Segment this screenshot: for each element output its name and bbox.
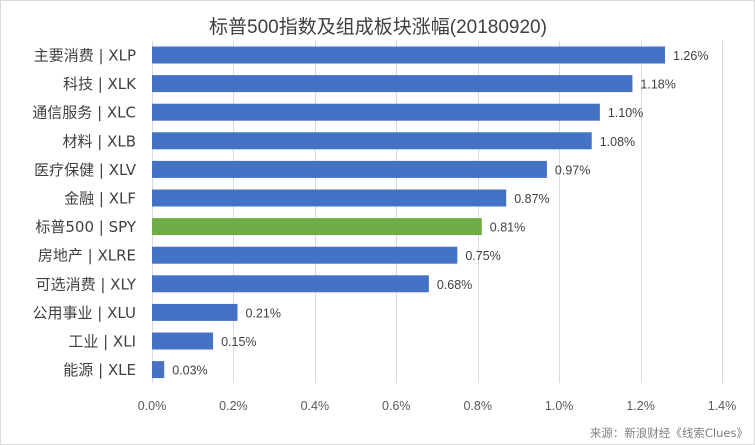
category-label-4: 医疗保健 | XLV bbox=[34, 161, 137, 179]
x-axis-ticks: 0.0% 0.2% 0.4% 0.6% 0.8% 1.0% 1.2% 1.4% bbox=[138, 399, 737, 413]
category-label-6: 标普500 | SPY bbox=[35, 218, 136, 236]
x-tick-label-4: 0.8% bbox=[463, 399, 492, 413]
gridlines bbox=[152, 41, 723, 383]
bar-8 bbox=[152, 275, 429, 293]
x-tick-label-2: 0.4% bbox=[301, 399, 330, 413]
bar-7 bbox=[152, 246, 458, 264]
bar-9 bbox=[152, 303, 238, 321]
x-tick-label-6: 1.2% bbox=[626, 399, 655, 413]
category-label-5: 金融 | XLF bbox=[64, 190, 136, 208]
value-label-7: 0.75% bbox=[465, 249, 500, 263]
bar-0 bbox=[152, 46, 665, 64]
bar-4 bbox=[152, 160, 547, 178]
category-label-2: 通信服务 | XLC bbox=[32, 104, 136, 122]
category-label-8: 可选消费 | XLY bbox=[36, 275, 137, 293]
value-label-6: 0.81% bbox=[490, 221, 525, 235]
x-tick-label-0: 0.0% bbox=[138, 399, 167, 413]
value-label-0: 1.26% bbox=[673, 49, 708, 63]
category-labels: 主要消费 | XLP 科技 | XLK 通信服务 | XLC 材料 | XLB 医疗保健… bbox=[32, 47, 137, 380]
value-label-2: 1.10% bbox=[608, 106, 643, 120]
x-tick-label-7: 1.4% bbox=[708, 399, 737, 413]
category-label-0: 主要消费 | XLP bbox=[34, 47, 136, 65]
source-note: 来源：新浪财经《线索Clues》 bbox=[590, 426, 748, 440]
value-label-11: 0.03% bbox=[172, 364, 207, 378]
value-label-4: 0.97% bbox=[555, 163, 590, 177]
value-label-10: 0.15% bbox=[221, 335, 256, 349]
value-label-3: 1.08% bbox=[600, 135, 635, 149]
category-label-1: 科技 | XLK bbox=[63, 75, 137, 93]
value-label-9: 0.21% bbox=[246, 306, 281, 320]
bar-2 bbox=[152, 103, 600, 121]
bar-6 bbox=[152, 218, 482, 236]
bar-11 bbox=[152, 361, 165, 379]
x-tick-label-3: 0.6% bbox=[382, 399, 411, 413]
bars bbox=[152, 46, 665, 379]
bar-1 bbox=[152, 75, 633, 93]
category-label-11: 能源 | XLE bbox=[63, 361, 136, 379]
value-label-1: 1.18% bbox=[640, 78, 675, 92]
category-label-3: 材料 | XLB bbox=[62, 132, 136, 150]
category-label-10: 工业 | XLI bbox=[68, 333, 136, 351]
category-label-7: 房地产 | XLRE bbox=[38, 247, 136, 265]
value-label-5: 0.87% bbox=[514, 192, 549, 206]
x-tick-label-1: 0.2% bbox=[219, 399, 248, 413]
chart-title: 标普500指数及组成板块涨幅(20180920) bbox=[209, 16, 547, 38]
value-labels: 1.26% 1.18% 1.10% 1.08% 0.97% 0.87% 0.81% 0.75%… bbox=[172, 49, 708, 378]
bar-10 bbox=[152, 332, 214, 350]
bar-5 bbox=[152, 189, 507, 207]
value-label-8: 0.68% bbox=[437, 278, 472, 292]
bar-3 bbox=[152, 132, 592, 150]
x-tick-label-5: 1.0% bbox=[545, 399, 574, 413]
category-label-9: 公用事业 | XLU bbox=[33, 304, 136, 322]
